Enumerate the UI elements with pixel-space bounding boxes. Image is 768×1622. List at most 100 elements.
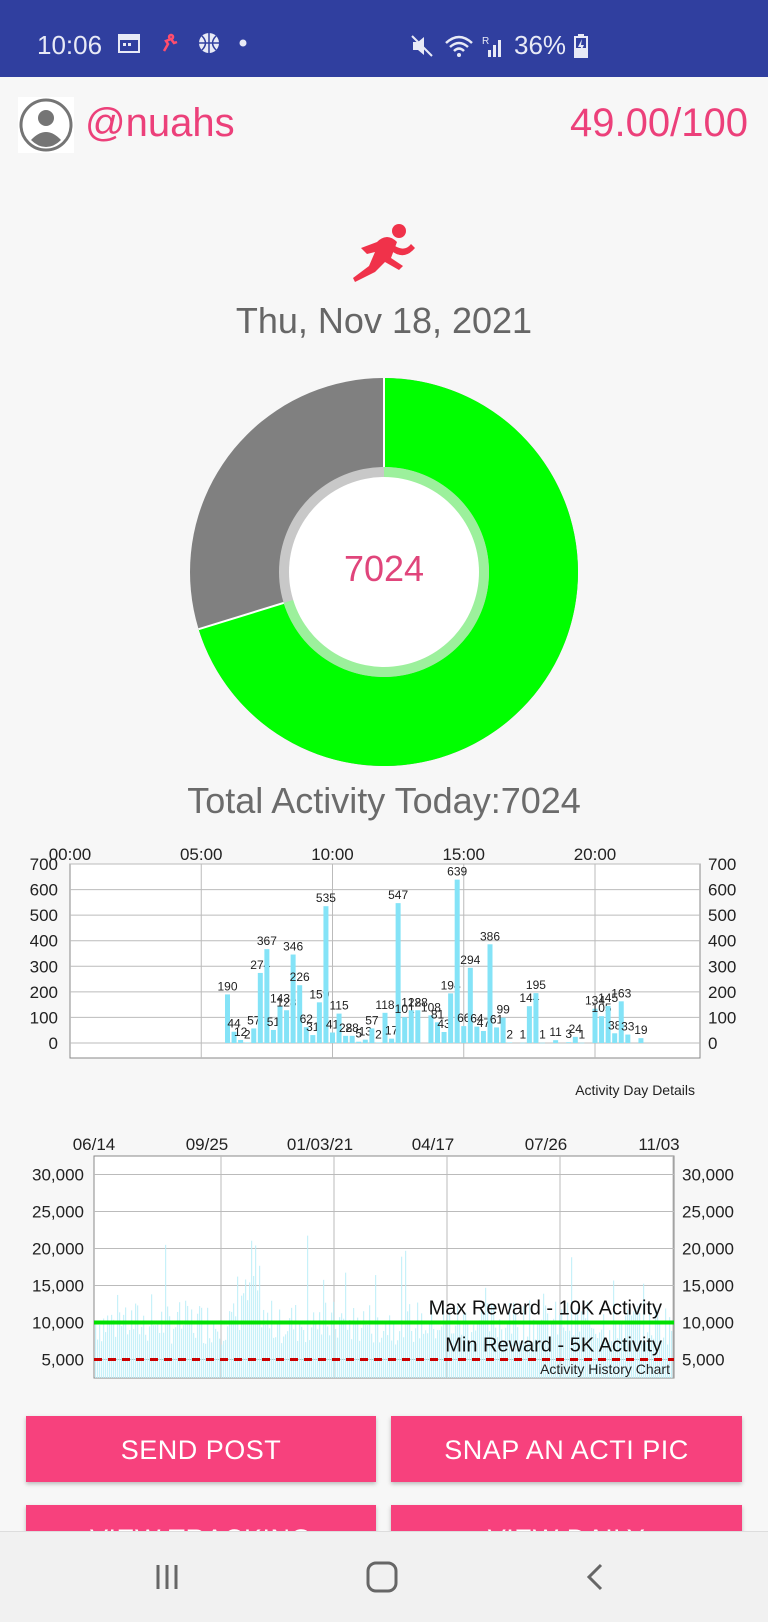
- history-bar: [179, 1302, 181, 1378]
- history-bar: [401, 1256, 403, 1378]
- bar: [494, 1027, 500, 1043]
- total-activity-label: Total Activity Today:7024: [187, 780, 581, 821]
- bar: [225, 994, 230, 1043]
- bar: [336, 1013, 342, 1043]
- bar-value-label: 31: [306, 1020, 320, 1034]
- bar-value-label: 61: [490, 1012, 504, 1026]
- history-bar: [575, 1313, 577, 1378]
- calendar-icon: [118, 34, 140, 53]
- history-bar: [99, 1325, 101, 1378]
- history-bar: [511, 1333, 513, 1378]
- bar: [572, 1036, 578, 1043]
- bar: [231, 1031, 237, 1043]
- history-bar: [509, 1303, 511, 1378]
- bar: [244, 1042, 250, 1043]
- history-bar: [215, 1328, 217, 1378]
- avatar-icon[interactable]: [18, 97, 74, 153]
- history-bar: [487, 1303, 489, 1378]
- history-bar: [425, 1330, 427, 1378]
- history-bar: [295, 1305, 297, 1378]
- min-reward-label: Min Reward - 5K Activity: [445, 1335, 662, 1357]
- history-bar: [355, 1321, 357, 1378]
- history-bar: [483, 1313, 485, 1378]
- history-bar: [255, 1245, 257, 1378]
- history-bar: [613, 1280, 615, 1378]
- history-bar: [469, 1341, 471, 1378]
- history-bar: [113, 1319, 115, 1378]
- history-bar: [467, 1324, 469, 1378]
- bar: [605, 1005, 611, 1043]
- history-bar: [527, 1336, 529, 1378]
- history-bar: [187, 1305, 189, 1378]
- y-tick-left: 20,000: [32, 1240, 84, 1259]
- bar-value-label: 17: [385, 1024, 399, 1038]
- bar-value-label: 118: [375, 998, 394, 1012]
- history-bar: [175, 1327, 177, 1378]
- x-tick-top: 11/03: [638, 1135, 679, 1154]
- battery-charging-icon: [574, 33, 589, 58]
- bar-value-label: 57: [365, 1013, 379, 1027]
- bar-value-label: 12: [234, 1025, 248, 1039]
- history-bar: [455, 1325, 457, 1378]
- history-bar: [353, 1308, 355, 1378]
- home-icon: [366, 1561, 398, 1593]
- history-bar: [181, 1328, 183, 1378]
- history-bar: [639, 1313, 641, 1378]
- history-bar: [603, 1314, 605, 1378]
- history-bar: [411, 1330, 413, 1378]
- history-bar: [577, 1308, 579, 1378]
- history-bar: [553, 1318, 555, 1378]
- status-icons-right: R 36%: [410, 30, 589, 61]
- y-tick-right: 300: [708, 957, 736, 976]
- history-bar: [199, 1306, 201, 1378]
- bar: [389, 1038, 395, 1043]
- history-bar: [135, 1303, 137, 1378]
- history-bar: [569, 1330, 571, 1378]
- status-bar: 10:06 R 36%: [0, 0, 768, 77]
- history-bar: [257, 1290, 259, 1378]
- history-bar: [365, 1324, 367, 1378]
- history-bar: [203, 1343, 205, 1378]
- bar-value-label: 195: [526, 978, 546, 992]
- date-label: Thu, Nov 18, 2021: [235, 300, 533, 341]
- bar-value-label: 2: [506, 1027, 513, 1041]
- history-bar: [139, 1334, 141, 1378]
- history-bar: [239, 1329, 241, 1378]
- history-bar: [545, 1305, 547, 1378]
- snap-acti-pic-button[interactable]: SNAP AN ACTI PIC: [391, 1416, 742, 1482]
- history-bar: [653, 1338, 655, 1378]
- history-bar: [287, 1331, 289, 1378]
- send-post-button[interactable]: SEND POST: [26, 1416, 376, 1482]
- history-bar: [611, 1341, 613, 1378]
- history-bar: [275, 1337, 277, 1378]
- history-bar: [439, 1330, 441, 1378]
- bar-value-label: 639: [447, 865, 467, 879]
- y-tick-left: 0: [49, 1034, 58, 1053]
- runner-icon: [353, 224, 415, 282]
- recent-apps-button[interactable]: [137, 1552, 197, 1602]
- history-bar: [533, 1319, 535, 1378]
- bar: [251, 1028, 257, 1043]
- back-button[interactable]: [566, 1552, 626, 1602]
- history-bar: [249, 1282, 251, 1378]
- history-bar: [657, 1309, 659, 1378]
- bar-value-label: 81: [431, 1007, 445, 1021]
- history-bar: [195, 1337, 197, 1378]
- bar: [408, 1010, 414, 1043]
- history-bar: [671, 1330, 673, 1378]
- bar-value-label: 38: [608, 1018, 622, 1032]
- history-bar: [207, 1307, 209, 1378]
- history-bar: [659, 1320, 661, 1378]
- history-bar: [615, 1322, 617, 1378]
- history-bar: [133, 1329, 135, 1378]
- history-bar: [369, 1305, 371, 1378]
- username[interactable]: @nuahs: [85, 101, 235, 145]
- history-bar: [323, 1279, 325, 1378]
- bar: [382, 1012, 388, 1043]
- bar-value-label: 28: [339, 1021, 353, 1035]
- bar-value-label: 346: [283, 940, 303, 954]
- history-bar: [383, 1330, 385, 1378]
- home-button[interactable]: [352, 1552, 412, 1602]
- history-bar: [587, 1302, 589, 1378]
- bar-value-label: 24: [569, 1022, 583, 1036]
